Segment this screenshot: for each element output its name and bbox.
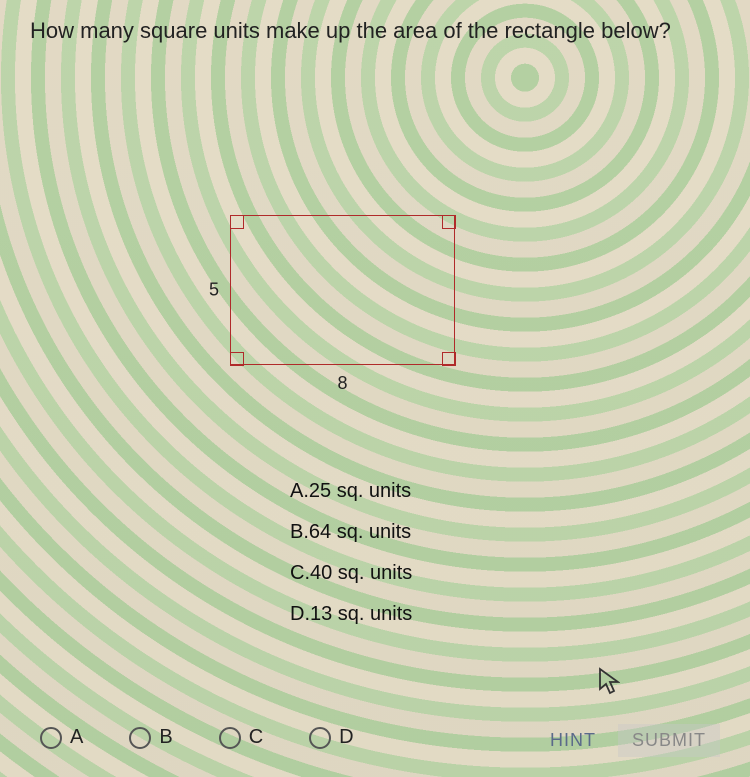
radio-label: C [249, 726, 263, 749]
right-angle-marker-tl [230, 215, 244, 229]
radio-label: A [70, 726, 83, 749]
right-angle-marker-bl [230, 352, 244, 366]
cursor-icon [598, 667, 620, 702]
dimension-height: 5 [209, 280, 219, 301]
answer-options: A.25 sq. units B.64 sq. units C.40 sq. u… [290, 480, 412, 644]
right-angle-marker-br [442, 352, 456, 366]
question-text: How many square units make up the area o… [30, 18, 671, 44]
submit-button[interactable]: SUBMIT [618, 724, 720, 757]
right-angle-marker-tr [442, 215, 456, 229]
radio-circle-icon [309, 727, 331, 749]
radio-circle-icon [129, 727, 151, 749]
radio-c[interactable]: C [219, 726, 263, 749]
radio-circle-icon [40, 727, 62, 749]
radio-label: D [339, 726, 353, 749]
option-b: B.64 sq. units [290, 521, 412, 544]
rectangle-figure: 5 8 [230, 215, 455, 365]
radio-label: B [159, 726, 172, 749]
radio-circle-icon [219, 727, 241, 749]
hint-button[interactable]: HINT [550, 730, 596, 751]
option-a: A.25 sq. units [290, 480, 412, 503]
option-d: D.13 sq. units [290, 603, 412, 626]
radio-row: A B C D [40, 726, 354, 749]
rectangle: 5 8 [230, 215, 455, 365]
dimension-width: 8 [337, 373, 347, 394]
option-c: C.40 sq. units [290, 562, 412, 585]
radio-d[interactable]: D [309, 726, 353, 749]
radio-a[interactable]: A [40, 726, 83, 749]
footer-buttons: HINT SUBMIT [550, 724, 720, 757]
radio-b[interactable]: B [129, 726, 172, 749]
